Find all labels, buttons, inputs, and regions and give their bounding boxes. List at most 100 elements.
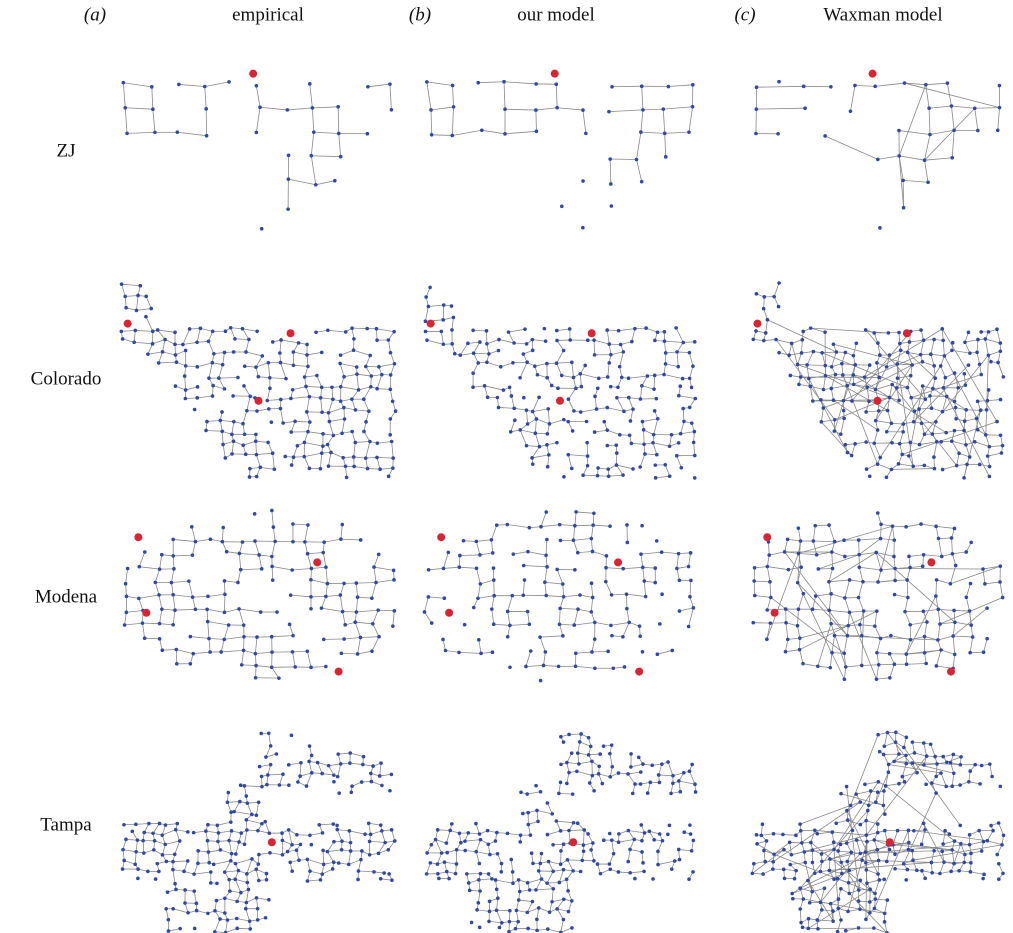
edge [444, 552, 449, 568]
edge [532, 455, 549, 458]
edge [659, 775, 673, 776]
node [888, 676, 892, 680]
node [845, 809, 849, 813]
edge [305, 525, 308, 542]
node [846, 818, 850, 822]
edge [560, 608, 578, 609]
node [556, 386, 560, 390]
node [515, 909, 519, 913]
edge [592, 551, 606, 555]
edge [932, 433, 946, 434]
edge [374, 567, 394, 570]
node [164, 907, 168, 911]
node [661, 839, 665, 843]
node [364, 365, 368, 369]
node [677, 394, 681, 398]
edge [123, 83, 125, 108]
node [335, 828, 339, 832]
node [120, 282, 124, 286]
node [445, 870, 449, 874]
node [599, 872, 603, 876]
node [975, 417, 979, 421]
node [573, 568, 577, 572]
node [275, 610, 279, 614]
node [837, 897, 841, 901]
edge [235, 879, 247, 882]
edge [234, 812, 252, 815]
node [303, 540, 307, 544]
node [361, 763, 365, 767]
node [628, 848, 632, 852]
node [832, 398, 836, 402]
node [562, 740, 566, 744]
source-node [947, 668, 955, 676]
node [906, 868, 910, 872]
edge [289, 763, 301, 765]
edge [356, 582, 376, 583]
edge [527, 446, 540, 447]
node [799, 539, 803, 543]
node [203, 85, 207, 89]
node [328, 420, 332, 424]
node [173, 608, 177, 612]
node [442, 343, 446, 347]
node [920, 421, 924, 425]
node [641, 420, 645, 424]
node [850, 454, 854, 458]
edge [860, 625, 875, 626]
node [496, 396, 500, 400]
node [828, 666, 832, 670]
edge [288, 179, 315, 185]
node [630, 340, 634, 344]
edge [176, 650, 193, 654]
edge [921, 524, 936, 526]
edge [654, 375, 655, 389]
edge [256, 86, 260, 107]
node [551, 887, 555, 891]
edge [307, 859, 323, 864]
node [590, 650, 594, 654]
node [581, 179, 585, 183]
edge [312, 107, 338, 108]
node [617, 771, 621, 775]
node [223, 911, 227, 915]
node [949, 870, 953, 874]
node [255, 475, 259, 479]
node [224, 329, 228, 333]
node [355, 581, 359, 585]
node [903, 81, 907, 85]
node [945, 395, 949, 399]
node [807, 917, 811, 921]
node [879, 637, 883, 641]
edge [559, 624, 562, 636]
edge [842, 364, 855, 365]
edge [162, 830, 175, 836]
node [240, 663, 244, 667]
node [941, 410, 945, 414]
edge [142, 623, 159, 624]
edge [255, 652, 272, 654]
edge [468, 342, 480, 343]
node [875, 677, 879, 681]
node [191, 652, 195, 656]
edge [225, 861, 231, 872]
node [851, 829, 855, 833]
edge [339, 133, 341, 156]
node [475, 567, 479, 571]
node [667, 85, 671, 89]
node [270, 420, 274, 424]
node [585, 441, 589, 445]
node [494, 839, 498, 843]
edge [544, 665, 559, 666]
node [132, 340, 136, 344]
node [371, 622, 375, 626]
node [394, 409, 398, 413]
node [539, 790, 543, 794]
node [176, 130, 180, 134]
node [829, 902, 833, 906]
edge [679, 608, 693, 611]
node [302, 455, 306, 459]
node [673, 859, 677, 863]
node [597, 765, 601, 769]
edge [575, 525, 593, 526]
